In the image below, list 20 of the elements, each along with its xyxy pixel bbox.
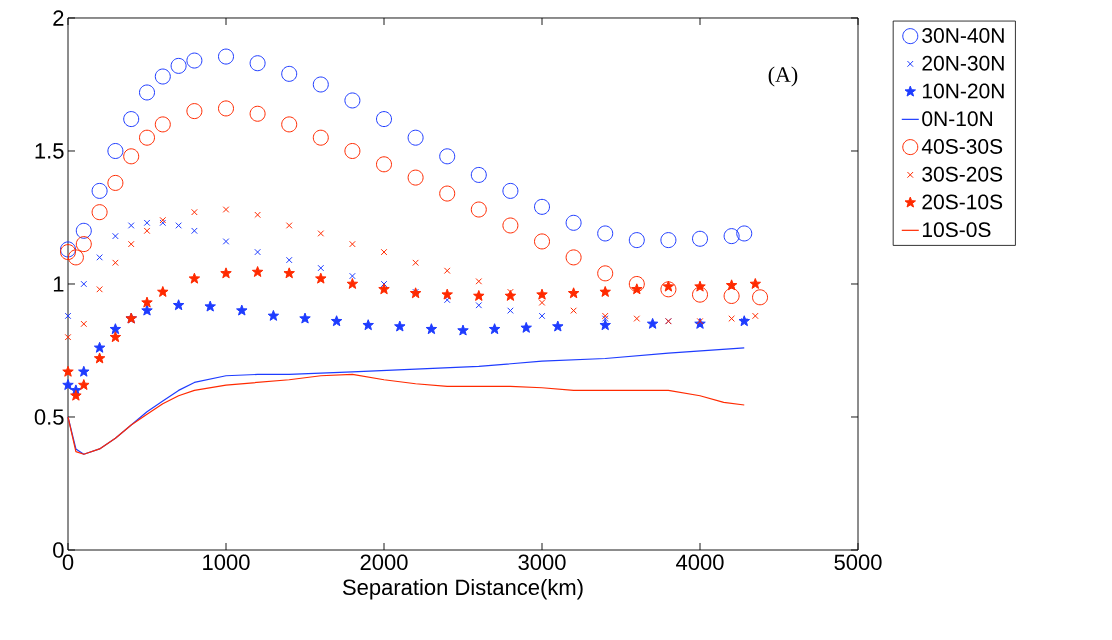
x-tick-label: 4000 bbox=[676, 554, 724, 571]
legend-label: 20N-30N bbox=[922, 55, 1004, 71]
y-tick-label: 0 bbox=[53, 542, 64, 558]
x-tick-label: 5000 bbox=[834, 554, 882, 571]
legend-label: 30S-20S bbox=[922, 166, 1003, 182]
legend-label: 30N-40N bbox=[922, 28, 1004, 43]
legend-label: 40S-30S bbox=[921, 139, 1003, 154]
annotation: (A) bbox=[768, 66, 798, 87]
y-tick-label: 0.5 bbox=[34, 409, 64, 425]
x-axis-title: Separation Distance(km) bbox=[342, 578, 583, 600]
y-tick-label: 2 bbox=[53, 10, 64, 26]
legend-label: 10N-20N bbox=[922, 83, 1004, 99]
y-tick-label: 1 bbox=[53, 276, 64, 292]
x-tick-label: 3000 bbox=[518, 554, 566, 571]
x-tick-label: 2000 bbox=[360, 554, 408, 571]
legend-label: 0N-10N bbox=[922, 111, 993, 127]
legend-label: 10S-0S bbox=[922, 222, 991, 238]
x-tick-label: 1000 bbox=[203, 554, 250, 571]
y-tick-label: 1.5 bbox=[35, 143, 64, 159]
legend-label: 20S-10S bbox=[922, 194, 1003, 210]
